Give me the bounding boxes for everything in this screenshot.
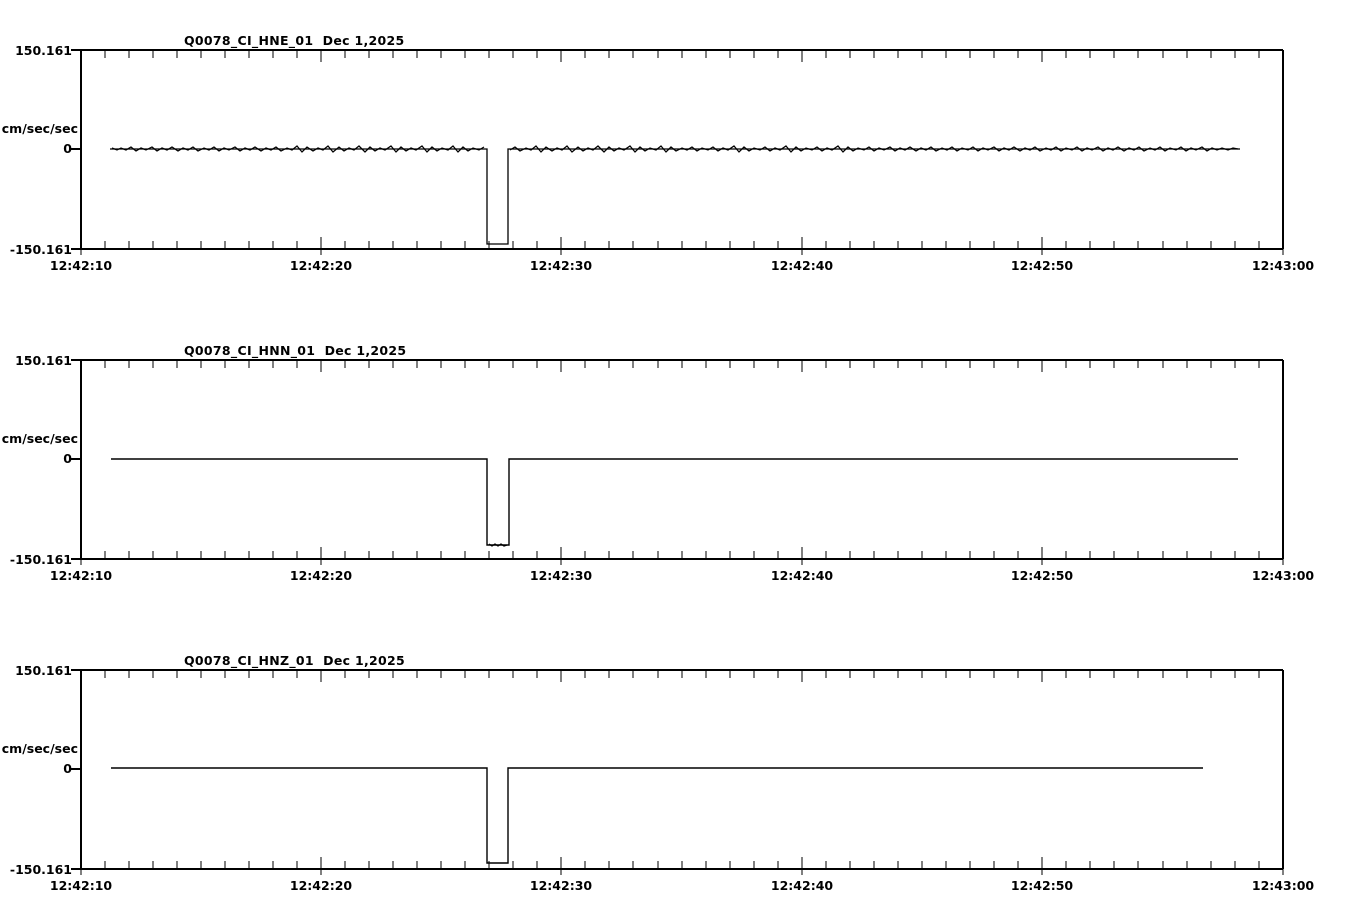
panel-hnz-ytick-bottom: -150.161: [9, 862, 72, 877]
panel-hne-noise: [111, 145, 1239, 153]
panel-hne-ytick-top: 150.161: [15, 43, 72, 58]
panel-hne-xtick-5: 12:43:00: [1251, 258, 1315, 273]
panel-hnz-top-ticks: [104, 670, 1260, 682]
panel-hne-plot: [71, 49, 1284, 255]
panel-hne-top-ticks: [104, 50, 1260, 62]
panel-hnn: Q0078_CI_HNN_01 Dec 1,2025 cm/sec/sec 15…: [0, 310, 1358, 610]
panel-hnz-waveform: [111, 767, 1203, 864]
panel-hnn-xtick-3: 12:42:40: [770, 568, 834, 583]
panel-hnn-xtick-2: 12:42:30: [529, 568, 593, 583]
panel-hnz: Q0078_CI_HNZ_01 Dec 1,2025 cm/sec/sec 15…: [0, 620, 1358, 924]
panel-hnn-waveform: [111, 458, 1238, 547]
panel-hnz-xtick-0: 12:42:10: [49, 878, 113, 893]
panel-hnn-y-ticks: [71, 359, 81, 560]
panel-hne-xtick-0: 12:42:10: [49, 258, 113, 273]
panel-hnz-unit-label: cm/sec/sec: [1, 741, 78, 756]
panel-hne-title: Q0078_CI_HNE_01 Dec 1,2025: [184, 33, 405, 48]
panel-hnn-bottom-ticks: [80, 547, 1284, 565]
panel-hnz-xtick-2: 12:42:30: [529, 878, 593, 893]
panel-hne-xtick-3: 12:42:40: [770, 258, 834, 273]
panel-hnn-unit-label: cm/sec/sec: [1, 431, 78, 446]
panel-hnn-ytick-top: 150.161: [15, 353, 72, 368]
panel-hne-xtick-4: 12:42:50: [1010, 258, 1074, 273]
panel-hnn-xtick-1: 12:42:20: [289, 568, 353, 583]
panel-hnn-top-ticks: [104, 360, 1260, 372]
panel-hnn-trace: [111, 458, 1238, 546]
panel-hnn-xtick-4: 12:42:50: [1010, 568, 1074, 583]
panel-hnz-xtick-3: 12:42:40: [770, 878, 834, 893]
panel-hnz-ytick-top: 150.161: [15, 663, 72, 678]
panel-hnz-plot: [71, 669, 1284, 875]
panel-hne-bottom-ticks: [80, 237, 1284, 255]
panel-hnz-xtick-1: 12:42:20: [289, 878, 353, 893]
panel-hnn-xtick-5: 12:43:00: [1251, 568, 1315, 583]
panel-hnz-axes-frame: [80, 669, 1284, 870]
panel-hne-ytick-zero: 0: [63, 141, 72, 156]
panel-hne-y-ticks: [71, 49, 81, 250]
panel-hnn-plot: [71, 359, 1284, 565]
panel-hne-xtick-2: 12:42:30: [529, 258, 593, 273]
panel-hnz-title: Q0078_CI_HNZ_01 Dec 1,2025: [184, 653, 406, 668]
panel-hne: Q0078_CI_HNE_01 Dec 1,2025 cm/sec/sec 15…: [0, 0, 1358, 300]
panel-hnz-trace: [111, 767, 1203, 864]
panel-hnn-title: Q0078_CI_HNN_01 Dec 1,2025: [184, 343, 407, 358]
panel-hne-xtick-1: 12:42:20: [289, 258, 353, 273]
panel-hnz-xtick-5: 12:43:00: [1251, 878, 1315, 893]
panel-hnn-xtick-0: 12:42:10: [49, 568, 113, 583]
panel-hnz-ytick-zero: 0: [63, 761, 72, 776]
panel-hnz-y-ticks: [71, 669, 81, 870]
panel-hne-waveform: [110, 145, 1240, 245]
panel-hnn-glitch-floor-noise: [488, 543, 508, 547]
panel-hne-trace: [110, 148, 1240, 245]
panel-hne-ytick-bottom: -150.161: [9, 242, 72, 257]
panel-hnn-ytick-bottom: -150.161: [9, 552, 72, 567]
panel-hnz-xtick-4: 12:42:50: [1010, 878, 1074, 893]
panel-hnz-bottom-ticks: [80, 857, 1284, 875]
panel-hne-unit-label: cm/sec/sec: [1, 121, 78, 136]
panel-hnn-ytick-zero: 0: [63, 451, 72, 466]
